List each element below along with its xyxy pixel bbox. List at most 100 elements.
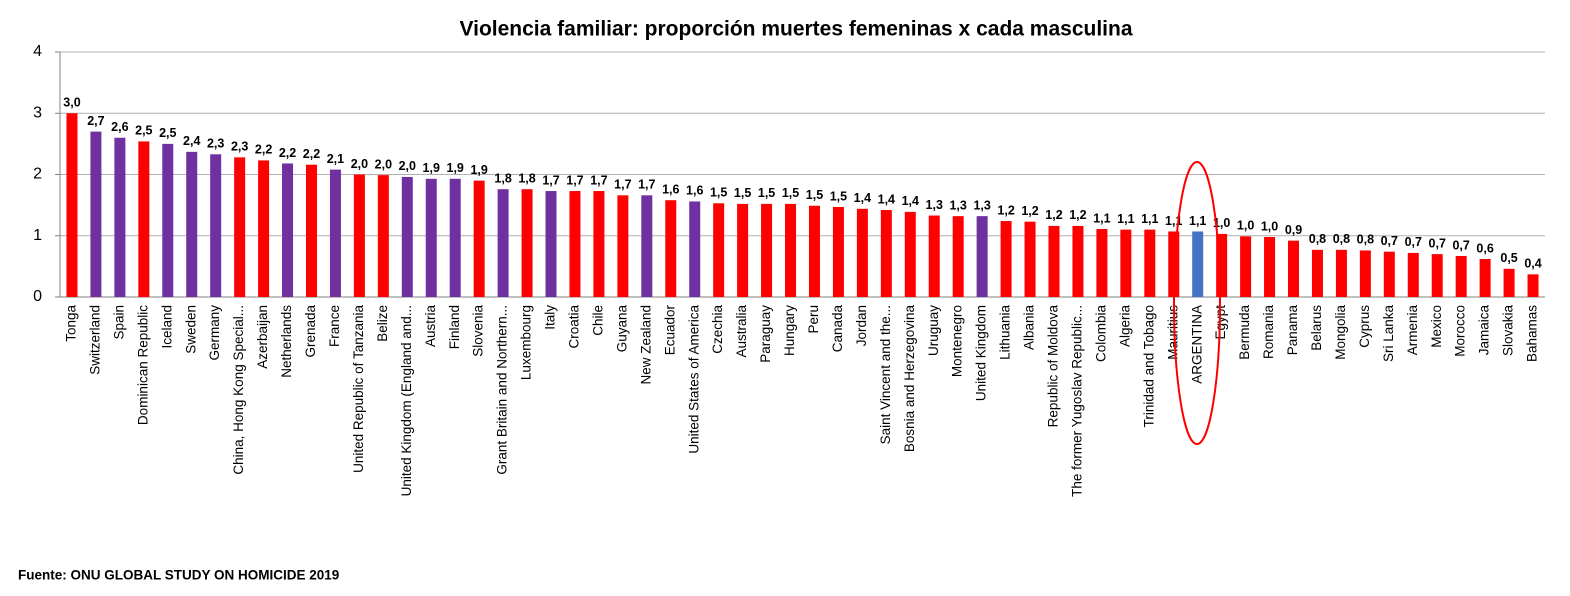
- value-label: 2,0: [399, 159, 416, 173]
- bar: [1192, 231, 1204, 297]
- x-tick-label: United Kingdom (England and...: [399, 305, 414, 496]
- x-tick-label: Peru: [806, 305, 821, 334]
- x-tick-label: The former Yugoslav Republic...: [1070, 305, 1085, 497]
- bar: [425, 178, 437, 297]
- value-label: 1,7: [566, 173, 583, 187]
- bar: [1096, 229, 1108, 297]
- bar: [1407, 252, 1419, 297]
- x-tick-label: Australia: [734, 305, 749, 358]
- x-tick-label: Republic of Moldova: [1046, 305, 1061, 428]
- x-tick-label: Saint Vincent and the...: [878, 305, 893, 444]
- bar: [737, 203, 749, 297]
- x-tick-label: Germany: [207, 305, 222, 361]
- x-tick-label: Italy: [543, 305, 558, 330]
- x-tick-label: Jordan: [854, 305, 869, 346]
- value-label: 1,8: [518, 171, 535, 185]
- bar: [234, 157, 246, 297]
- value-label: 1,6: [686, 184, 703, 198]
- value-label: 1,9: [470, 163, 487, 177]
- x-tick-label: Grant Britain and Northern...: [495, 305, 510, 475]
- x-tick-label: Montenegro: [950, 305, 965, 377]
- x-tick-label: ARGENTINA: [1189, 305, 1204, 384]
- y-tick-label: 4: [33, 43, 42, 60]
- value-label: 2,5: [159, 126, 176, 140]
- bar: [569, 191, 581, 297]
- value-label: 0,8: [1309, 232, 1326, 246]
- value-label: 0,8: [1333, 232, 1350, 246]
- bar: [1000, 221, 1012, 297]
- x-tick-label: Trinidad and Tobago: [1141, 305, 1156, 427]
- bar: [545, 191, 557, 297]
- value-label: 2,2: [279, 146, 296, 160]
- value-label: 1,9: [423, 161, 440, 175]
- x-tick-label: New Zealand: [638, 305, 653, 385]
- x-tick-label: Sri Lanka: [1381, 305, 1396, 363]
- bar: [1335, 249, 1347, 297]
- bar: [1359, 250, 1371, 297]
- x-tick-label: Croatia: [567, 305, 582, 349]
- value-label: 0,7: [1429, 236, 1446, 250]
- bar: [785, 203, 797, 297]
- x-tick-label: Austria: [423, 305, 438, 348]
- value-label: 1,1: [1189, 214, 1206, 228]
- value-label: 1,1: [1093, 211, 1110, 225]
- bar: [713, 203, 725, 297]
- value-label: 1,5: [710, 186, 727, 200]
- bar: [665, 200, 677, 297]
- bar: [449, 178, 461, 297]
- x-tick-label: Sweden: [183, 305, 198, 354]
- value-label: 1,0: [1237, 219, 1254, 233]
- value-label: 1,4: [878, 192, 895, 206]
- x-tick-label: Czechia: [710, 305, 725, 354]
- bar: [1240, 236, 1252, 297]
- x-tick-label: United States of America: [686, 305, 701, 454]
- value-label: 0,9: [1285, 223, 1302, 237]
- x-tick-label: Slovenia: [471, 305, 486, 357]
- x-tick-label: Belarus: [1309, 305, 1324, 351]
- bar: [138, 141, 150, 297]
- y-tick-label: 3: [33, 104, 42, 121]
- bar: [1503, 268, 1515, 297]
- x-tick-label: Algeria: [1117, 305, 1132, 348]
- x-tick-label: Slovakia: [1501, 305, 1516, 357]
- value-label: 0,7: [1452, 238, 1469, 252]
- bar: [832, 206, 844, 297]
- bar: [856, 208, 868, 297]
- value-label: 1,2: [1045, 208, 1062, 222]
- bar: [1455, 255, 1467, 297]
- bar: [1144, 229, 1156, 297]
- value-label: 1,7: [614, 178, 631, 192]
- x-tick-label: France: [327, 305, 342, 347]
- value-label: 2,3: [207, 137, 224, 151]
- bar: [689, 201, 701, 297]
- x-tick-label: Uruguay: [926, 305, 941, 356]
- x-tick-label: Armenia: [1405, 305, 1420, 356]
- bar: [258, 160, 270, 297]
- x-tick-label: Dominican Republic: [135, 305, 150, 425]
- bar: [928, 215, 940, 297]
- bar: [210, 154, 222, 297]
- value-label: 1,5: [758, 186, 775, 200]
- value-label: 0,6: [1476, 241, 1493, 255]
- bar: [497, 189, 509, 297]
- value-label: 1,3: [973, 198, 990, 212]
- x-tick-label: Spain: [111, 305, 126, 340]
- bar: [1120, 229, 1132, 297]
- bar: [1383, 251, 1395, 297]
- value-label: 3,0: [63, 96, 80, 110]
- bar: [904, 211, 916, 297]
- value-label: 0,8: [1357, 233, 1374, 247]
- bar: [377, 175, 389, 297]
- highlight-ellipse: [1173, 161, 1221, 445]
- bar: [1479, 259, 1491, 297]
- x-tick-label: Hungary: [782, 305, 797, 356]
- value-label: 1,7: [590, 173, 607, 187]
- value-label: 1,5: [830, 189, 847, 203]
- x-tick-label: Finland: [447, 305, 462, 349]
- x-tick-label: Switzerland: [87, 305, 102, 375]
- bar: [617, 195, 629, 297]
- value-label: 2,6: [111, 120, 128, 134]
- x-tick-label: United Kingdom: [974, 305, 989, 401]
- x-tick-label: Bahamas: [1525, 305, 1540, 362]
- value-label: 1,2: [1069, 208, 1086, 222]
